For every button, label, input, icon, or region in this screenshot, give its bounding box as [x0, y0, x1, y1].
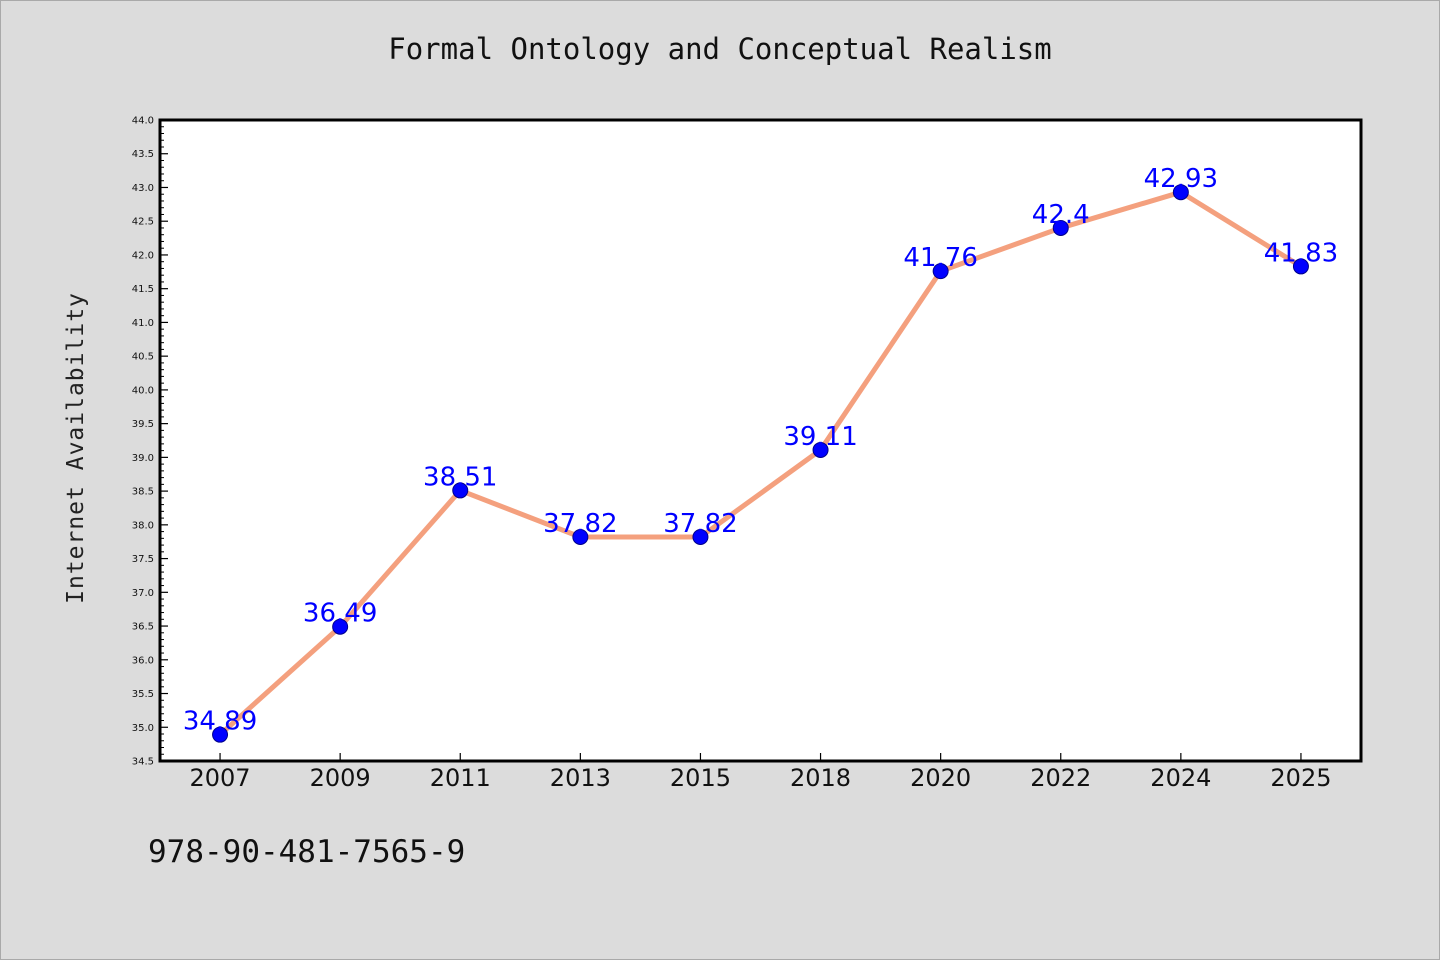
y-tick-label: 43.0 — [132, 183, 154, 194]
x-tick-label: 2013 — [550, 764, 611, 792]
y-tick-label: 40.5 — [132, 352, 154, 363]
data-point — [212, 726, 229, 743]
y-tick-label: 34.5 — [132, 757, 154, 768]
data-label: 42.4 — [1032, 200, 1090, 230]
x-axis-ticks: 2007 2009 2011 2013 2015 2018 2020 2022 2024 2025 — [190, 753, 1331, 792]
y-axis-ticks: 34.5 35.0 35.5 36.0 36.5 37.0 37.5 38.0 38.5 39.0… — [132, 116, 168, 768]
data-point — [332, 618, 349, 635]
plot-border — [158, 118, 1363, 763]
x-tick-label: 2007 — [190, 764, 251, 792]
y-tick-label: 35.5 — [132, 689, 154, 700]
plot-area — [160, 120, 1361, 761]
x-tick-label: 2011 — [430, 764, 491, 792]
data-labels: 34.89 36.49 38.51 37.82 37.82 39.11 41.76 42.4 4… — [183, 164, 1338, 736]
data-label: 41.83 — [1264, 238, 1338, 268]
y-tick-label: 41.0 — [132, 318, 154, 329]
data-point — [1172, 184, 1189, 201]
data-label: 37.82 — [663, 509, 737, 539]
y-tick-label: 37.5 — [132, 554, 154, 565]
data-label: 34.89 — [183, 707, 257, 737]
x-tick-label: 2015 — [670, 764, 731, 792]
y-tick-label: 37.0 — [132, 588, 154, 599]
x-tick-label: 2018 — [790, 764, 851, 792]
x-tick-label: 2025 — [1270, 764, 1331, 792]
y-tick-label: 41.5 — [132, 284, 154, 295]
series-markers — [212, 184, 1309, 743]
data-point — [1292, 258, 1309, 275]
x-tick-label: 2024 — [1150, 764, 1211, 792]
data-label: 38.51 — [423, 462, 497, 492]
y-tick-label: 38.0 — [132, 520, 154, 531]
series-line — [217, 189, 1304, 738]
x-tick-label: 2009 — [310, 764, 371, 792]
y-tick-label: 39.5 — [132, 419, 154, 430]
data-label: 37.82 — [543, 509, 617, 539]
data-label: 42.93 — [1144, 164, 1218, 194]
data-point — [1052, 219, 1069, 236]
data-point — [812, 441, 829, 458]
y-tick-label: 38.5 — [132, 487, 154, 498]
y-tick-label: 35.0 — [132, 723, 154, 734]
y-tick-label: 39.0 — [132, 453, 154, 464]
data-point — [452, 482, 469, 499]
isbn-text: 978-90-481-7565-9 — [148, 834, 466, 870]
data-label: 36.49 — [303, 599, 377, 629]
data-label: 41.76 — [903, 243, 977, 273]
data-label: 39.11 — [783, 422, 857, 452]
y-tick-label: 42.0 — [132, 250, 154, 261]
y-tick-label: 36.5 — [132, 622, 154, 633]
y-tick-label: 36.0 — [132, 655, 154, 666]
data-point — [932, 263, 949, 280]
x-tick-label: 2020 — [910, 764, 971, 792]
y-tick-label: 40.0 — [132, 385, 154, 396]
data-point — [692, 528, 709, 545]
data-point — [572, 528, 589, 545]
y-tick-label: 43.5 — [132, 149, 154, 160]
chart-title: Formal Ontology and Conceptual Realism — [388, 32, 1052, 66]
x-tick-label: 2022 — [1030, 764, 1091, 792]
y-tick-label: 42.5 — [132, 217, 154, 228]
y-tick-label: 44.0 — [132, 116, 154, 127]
